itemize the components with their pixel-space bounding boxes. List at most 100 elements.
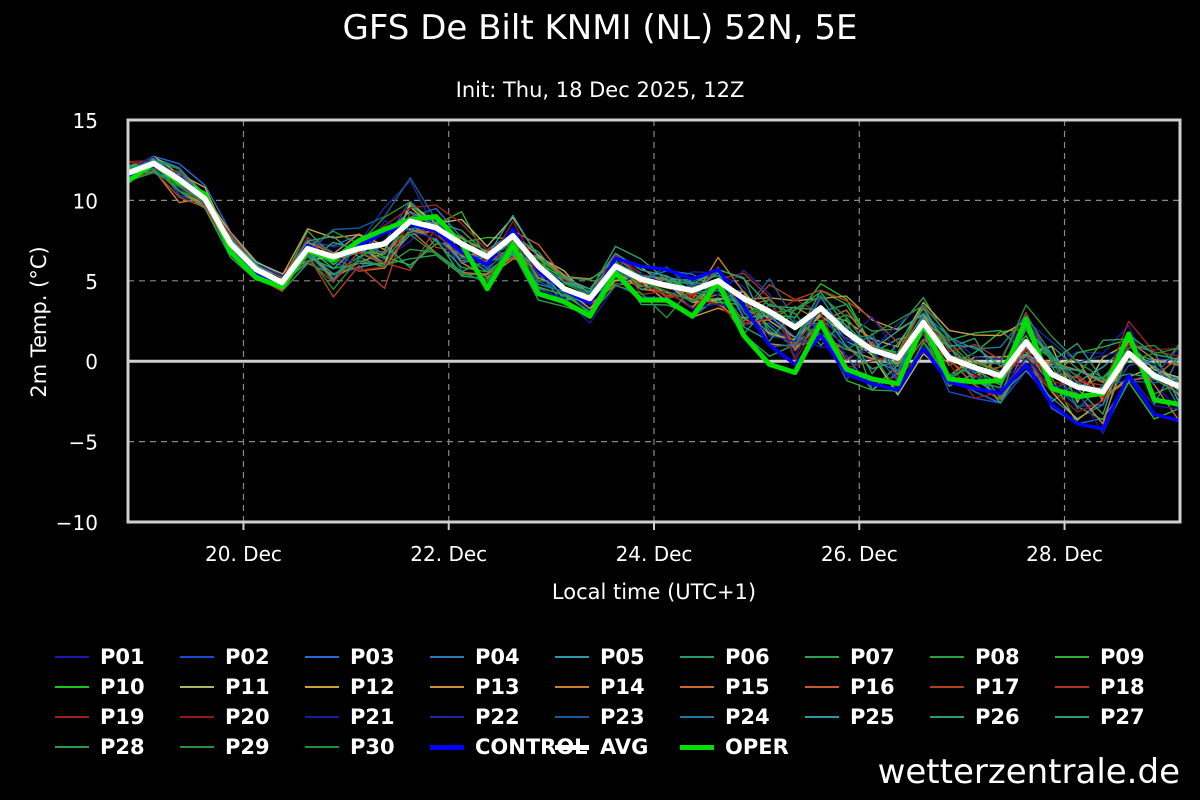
- series-line-p07: [127, 160, 1181, 383]
- legend-swatch: [305, 656, 339, 658]
- legend-item-p06[interactable]: P06: [680, 642, 770, 672]
- legend-item-p02[interactable]: P02: [180, 642, 270, 672]
- x-tick-label: 26. Dec: [821, 542, 898, 566]
- y-axis-label: 2m Temp. (°C): [27, 246, 51, 397]
- legend-item-p12[interactable]: P12: [305, 672, 395, 702]
- legend-item-p03[interactable]: P03: [305, 642, 395, 672]
- legend-item-p27[interactable]: P27: [1055, 702, 1145, 732]
- legend-swatch: [55, 686, 89, 688]
- legend-item-p21[interactable]: P21: [305, 702, 395, 732]
- y-tick-label: 0: [85, 350, 98, 374]
- legend-label: P04: [475, 645, 520, 669]
- legend-swatch: [180, 656, 214, 658]
- legend-label: P23: [600, 705, 645, 729]
- legend-swatch: [1055, 716, 1089, 718]
- legend-swatch: [930, 716, 964, 718]
- legend-label: P02: [225, 645, 270, 669]
- legend-label: P29: [225, 735, 270, 759]
- legend-item-p07[interactable]: P07: [805, 642, 895, 672]
- legend-swatch: [1055, 686, 1089, 688]
- legend-label: P20: [225, 705, 270, 729]
- series-line-p27: [127, 162, 1181, 415]
- legend-swatch: [430, 716, 464, 718]
- legend-item-p11[interactable]: P11: [180, 672, 270, 702]
- chart-title: GFS De Bilt KNMI (NL) 52N, 5E: [342, 8, 858, 48]
- legend-item-p14[interactable]: P14: [555, 672, 645, 702]
- legend-label: AVG: [600, 735, 649, 759]
- chart-subtitle: Init: Thu, 18 Dec 2025, 12Z: [455, 78, 745, 102]
- legend-label: P03: [350, 645, 395, 669]
- legend-label: P09: [1100, 645, 1145, 669]
- legend-item-p10[interactable]: P10: [55, 672, 145, 702]
- legend-label: P22: [475, 705, 520, 729]
- legend-swatch: [55, 746, 89, 748]
- legend-item-p22[interactable]: P22: [430, 702, 520, 732]
- legend-item-p19[interactable]: P19: [55, 702, 145, 732]
- legend-label: P21: [350, 705, 395, 729]
- highlight-series: [126, 160, 1182, 431]
- legend-item-p25[interactable]: P25: [805, 702, 895, 732]
- legend-swatch: [180, 746, 214, 748]
- legend-label: P25: [850, 705, 895, 729]
- x-axis-ticks: 20. Dec 22. Dec 24. Dec 26. Dec 28. Dec: [205, 522, 1103, 566]
- site-brand: wetterzentrale.de: [877, 752, 1180, 792]
- x-tick-label: 28. Dec: [1026, 542, 1103, 566]
- legend-item-p13[interactable]: P13: [430, 672, 520, 702]
- legend-item-p18[interactable]: P18: [1055, 672, 1145, 702]
- legend-item-p15[interactable]: P15: [680, 672, 770, 702]
- legend-item-p24[interactable]: P24: [680, 702, 770, 732]
- legend-label: P16: [850, 675, 895, 699]
- legend-swatch: [930, 656, 964, 658]
- legend-item-p28[interactable]: P28: [55, 732, 145, 762]
- legend-item-p01[interactable]: P01: [55, 642, 145, 672]
- legend-label: P05: [600, 645, 645, 669]
- legend-label: P24: [725, 705, 770, 729]
- legend-label: P07: [850, 645, 895, 669]
- legend-swatch: [55, 656, 89, 658]
- legend-label: P01: [100, 645, 145, 669]
- legend-label: P14: [600, 675, 645, 699]
- legend-swatch: [555, 686, 589, 688]
- x-tick-label: 22. Dec: [410, 542, 487, 566]
- legend-item-p17[interactable]: P17: [930, 672, 1020, 702]
- x-tick-label: 20. Dec: [205, 542, 282, 566]
- legend-swatch: [55, 716, 89, 718]
- legend-swatch: [305, 716, 339, 718]
- legend-swatch: [555, 656, 589, 658]
- legend-item-p16[interactable]: P16: [805, 672, 895, 702]
- legend-swatch: [180, 686, 214, 688]
- legend-item-p26[interactable]: P26: [930, 702, 1020, 732]
- legend-item-p23[interactable]: P23: [555, 702, 645, 732]
- legend-label: P11: [225, 675, 270, 699]
- series-line-avg: [127, 160, 1182, 395]
- legend-swatch: [555, 716, 589, 718]
- legend-label: P10: [100, 675, 145, 699]
- legend-item-p20[interactable]: P20: [180, 702, 270, 732]
- legend-item-p29[interactable]: P29: [180, 732, 270, 762]
- legend-item-p30[interactable]: P30: [305, 732, 395, 762]
- legend-label: P26: [975, 705, 1020, 729]
- legend-swatch: [805, 716, 839, 718]
- series-line-p15: [127, 167, 1181, 423]
- legend-item-p05[interactable]: P05: [555, 642, 645, 672]
- legend-item-p08[interactable]: P08: [930, 642, 1020, 672]
- y-axis-ticks: −10 −5 0 5 10 15: [56, 109, 98, 535]
- legend-label: P08: [975, 645, 1020, 669]
- legend-item-avg[interactable]: AVG: [555, 732, 648, 762]
- x-axis-label: Local time (UTC+1): [552, 580, 756, 604]
- legend-label: P13: [475, 675, 520, 699]
- legend-swatch: [805, 686, 839, 688]
- legend-label: P06: [725, 645, 770, 669]
- y-tick-label: 10: [73, 189, 98, 213]
- legend-item-p09[interactable]: P09: [1055, 642, 1145, 672]
- legend-swatch: [680, 686, 714, 688]
- legend-label: P15: [725, 675, 770, 699]
- legend-label: P12: [350, 675, 395, 699]
- legend-swatch: [305, 686, 339, 688]
- y-tick-label: −10: [56, 511, 98, 535]
- legend-item-oper[interactable]: OPER: [680, 732, 789, 762]
- legend-label: P28: [100, 735, 145, 759]
- legend-label: OPER: [725, 735, 789, 759]
- y-tick-label: 5: [85, 270, 98, 294]
- legend-item-p04[interactable]: P04: [430, 642, 520, 672]
